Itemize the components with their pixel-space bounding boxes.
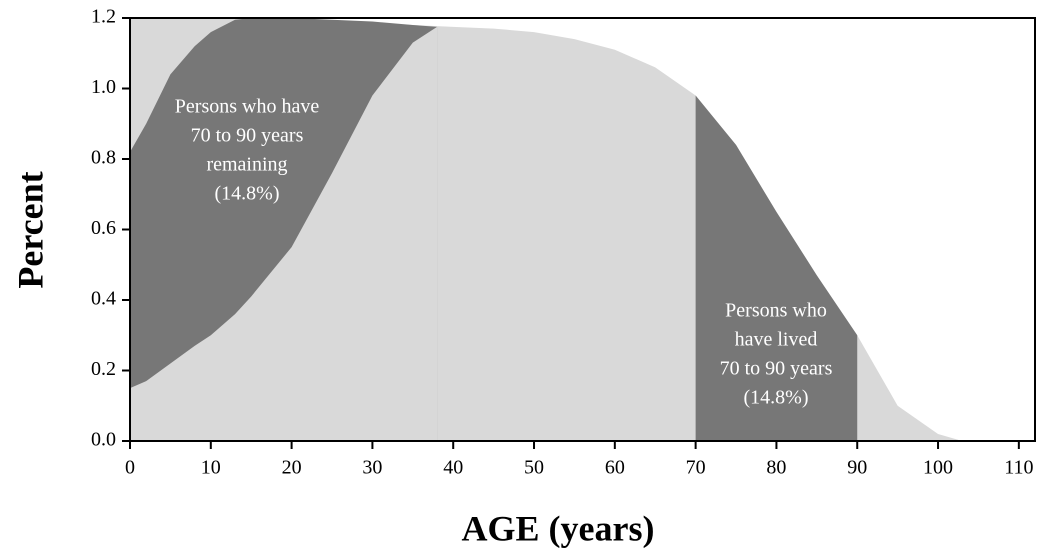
y-tick-label: 1.0: [91, 76, 116, 98]
annotation: Persons who have: [175, 96, 320, 118]
y-tick-label: 0.8: [91, 147, 116, 169]
area: [695, 95, 858, 442]
x-tick-label: 0: [125, 457, 135, 479]
x-tick-label: 100: [923, 457, 953, 479]
x-axis-label: AGE (years): [462, 508, 655, 548]
y-tick-label: 0.0: [91, 429, 116, 451]
x-tick-label: 10: [201, 457, 221, 479]
x-tick-label: 40: [443, 457, 463, 479]
x-tick-label: 50: [524, 457, 544, 479]
annotation: (14.8%): [744, 387, 809, 409]
area: [130, 26, 438, 441]
y-tick-label: 0.6: [91, 217, 116, 239]
y-tick-label: 0.4: [91, 288, 116, 310]
x-tick-label: 110: [1004, 457, 1033, 479]
annotation: (14.8%): [215, 183, 280, 205]
y-axis-label: Percent: [10, 171, 50, 288]
y-tick-label: 1.2: [91, 6, 116, 28]
x-tick-label: 20: [282, 457, 302, 479]
annotation: have lived: [735, 329, 818, 351]
x-tick-label: 30: [362, 457, 382, 479]
annotation: remaining: [206, 154, 287, 176]
x-tick-label: 80: [766, 457, 786, 479]
annotation: 70 to 90 years: [720, 358, 833, 380]
x-tick-label: 70: [686, 457, 706, 479]
x-tick-label: 90: [847, 457, 867, 479]
annotation: 70 to 90 years: [191, 125, 304, 147]
x-tick-label: 60: [605, 457, 625, 479]
annotation: Persons who: [725, 300, 827, 322]
y-tick-label: 0.2: [91, 358, 116, 380]
